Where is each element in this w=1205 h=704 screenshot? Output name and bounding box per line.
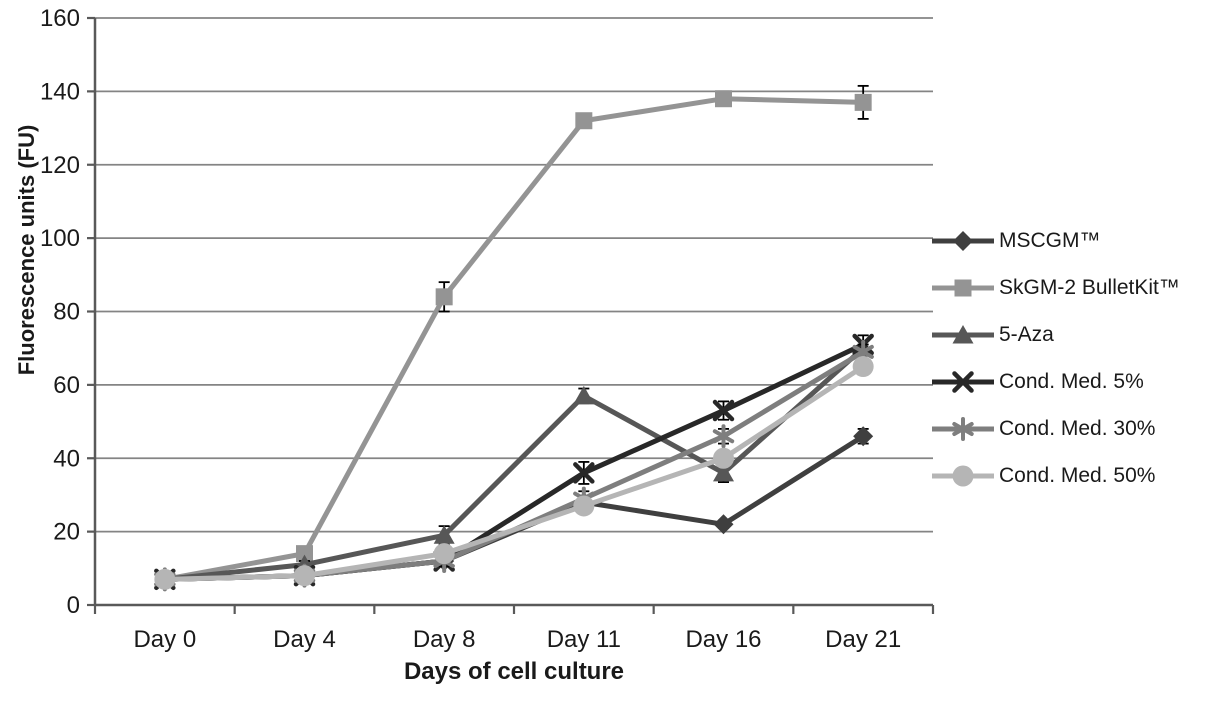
y-tick-label: 80 [53, 299, 80, 326]
legend-label: MSCGM™ [999, 228, 1101, 252]
series-line-5-aza [162, 345, 866, 582]
legend-item-cond-med-5: Cond. Med. 5% [930, 358, 1180, 405]
y-tick-label: 0 [67, 592, 80, 619]
marker-circle-cond-med-50 [573, 495, 595, 517]
y-tick-label: 160 [40, 5, 80, 32]
legend-label: Cond. Med. 30% [999, 416, 1156, 440]
marker-circle-cond-med-50 [852, 356, 874, 378]
marker-square-skgm-2-bulletkit [575, 112, 593, 130]
series-line-skgm-2-bulletkit [162, 96, 866, 582]
legend-label: SkGM-2 BulletKit™ [999, 275, 1180, 299]
marker-square-skgm-2-bulletkit [854, 93, 872, 111]
marker-diamond-mscgm [713, 514, 734, 535]
legend-key-asterisk-icon [932, 416, 994, 441]
legend-item-cond-med-30: Cond. Med. 30% [930, 405, 1180, 452]
legend-key-diamond-icon [932, 230, 994, 251]
legend-label: Cond. Med. 5% [999, 369, 1144, 393]
series-line-cond-med-50 [162, 364, 866, 582]
marker-circle-cond-med-50 [294, 565, 315, 587]
y-tick-label: 60 [53, 372, 80, 399]
marker-circle-cond-med-50 [154, 568, 176, 590]
x-tick-label: Day 21 [825, 626, 901, 653]
x-tick-label: Day 16 [685, 626, 761, 653]
marker-diamond-mscgm [853, 426, 874, 447]
marker-x-cond-med-5 [573, 462, 595, 484]
marker-triangle-5-aza [713, 462, 734, 482]
y-tick-label: 120 [40, 152, 80, 179]
legend-marker-square [954, 279, 972, 296]
legend-marker-diamond [953, 230, 973, 251]
legend-key-circle-icon [932, 465, 994, 486]
legend-key-square-icon [932, 279, 994, 296]
legend: MSCGM™ SkGM-2 BulletKit™ 5-Aza Cond. Med. 5… [930, 217, 1180, 499]
marker-square-skgm-2-bulletkit [715, 90, 732, 108]
x-tick-label: Day 4 [273, 626, 336, 653]
y-tick-label: 40 [53, 445, 80, 472]
marker-asterisk-cond-med-30 [712, 424, 735, 449]
legend-item-mscgm: MSCGM™ [930, 217, 1180, 264]
legend-marker-triangle [952, 324, 974, 343]
marker-x-cond-med-5 [712, 399, 735, 422]
x-tick-label: Day 11 [547, 626, 621, 653]
legend-item-skgm-2-bulletkit: SkGM-2 BulletKit™ [930, 264, 1180, 311]
y-axis-title: Fluorescence units (FU) [14, 124, 39, 376]
marker-triangle-5-aza [573, 385, 595, 405]
legend-item-cond-med-50: Cond. Med. 50% [930, 452, 1180, 499]
marker-square-skgm-2-bulletkit [435, 288, 453, 306]
marker-square-skgm-2-bulletkit [296, 545, 313, 563]
legend-marker-circle [952, 465, 974, 486]
x-tick-label: Day 0 [133, 626, 196, 653]
legend-marker-x [952, 370, 974, 393]
marker-circle-cond-med-50 [433, 543, 455, 565]
legend-label: 5-Aza [999, 322, 1054, 346]
legend-marker-asterisk [952, 416, 974, 441]
legend-item-5-aza: 5-Aza [930, 311, 1180, 358]
legend-key-triangle-icon [932, 324, 994, 343]
y-tick-label: 20 [53, 519, 80, 546]
x-tick-label: Day 8 [413, 626, 476, 653]
marker-triangle-5-aza [433, 525, 455, 544]
y-tick-label: 140 [40, 78, 80, 105]
y-tick-label: 100 [40, 225, 80, 252]
series-line-cond-med-5 [162, 342, 866, 582]
x-axis-title: Days of cell culture [403, 658, 625, 685]
legend-key-x-icon [932, 370, 994, 393]
legend-label: Cond. Med. 50% [999, 463, 1156, 487]
marker-circle-cond-med-50 [713, 447, 734, 469]
